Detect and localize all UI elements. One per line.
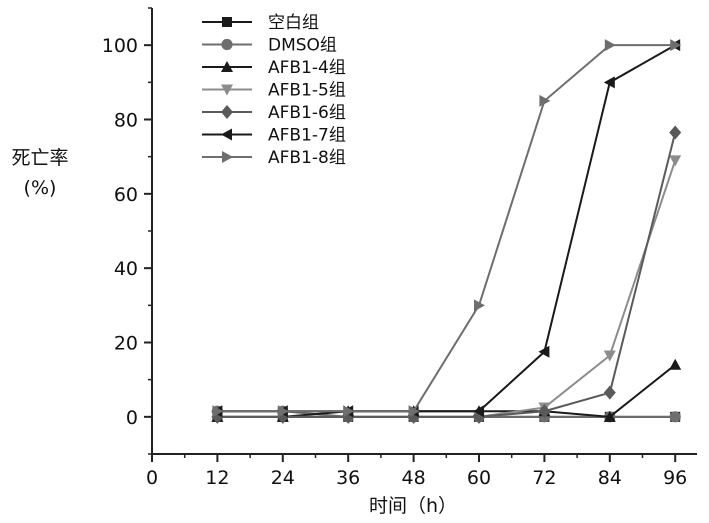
y-axis-title-line1: 死亡率: [11, 147, 68, 169]
legend-marker: [221, 129, 232, 141]
legend-marker: [222, 17, 232, 27]
series-5: [211, 126, 681, 424]
x-tick-label: 36: [336, 467, 360, 489]
legend-label: AFB1-5组: [268, 81, 346, 101]
data-point: [670, 411, 681, 422]
series-line: [217, 133, 675, 417]
legend-marker: [221, 105, 233, 119]
data-point: [604, 386, 616, 400]
legend-item: DMSO组: [202, 36, 337, 56]
data-point: [669, 155, 681, 166]
mortality-line-chart: 02040608010001224364860728496 空白组DMSO组AF…: [0, 0, 709, 523]
legend-item: AFB1-4组: [202, 58, 346, 78]
legend-item: 空白组: [202, 13, 319, 33]
legend-item: AFB1-7组: [202, 126, 346, 146]
x-tick-label: 0: [146, 467, 158, 489]
data-point: [669, 359, 681, 370]
x-tick-label: 96: [663, 467, 687, 489]
x-tick-label: 72: [532, 467, 556, 489]
legend-label: DMSO组: [268, 36, 337, 56]
x-tick-label: 84: [598, 467, 622, 489]
x-axis-title: 时间（h）: [369, 495, 457, 517]
legend-label: AFB1-6组: [268, 103, 346, 123]
y-tick-label: 100: [102, 35, 138, 57]
legend-label: AFB1-7组: [268, 126, 346, 146]
legend-label: AFB1-8组: [268, 148, 346, 168]
series-line: [217, 160, 675, 416]
x-tick-label: 24: [271, 467, 295, 489]
x-tick-label: 12: [205, 467, 229, 489]
y-tick-label: 40: [114, 258, 138, 280]
y-tick-label: 20: [114, 333, 138, 355]
legend-item: AFB1-6组: [202, 103, 346, 123]
legend-label: 空白组: [268, 13, 319, 33]
series-4: [211, 155, 681, 422]
legend-item: AFB1-8组: [202, 148, 346, 168]
x-tick-label: 48: [402, 467, 426, 489]
y-tick-label: 0: [126, 407, 138, 429]
data-point: [669, 126, 681, 140]
x-tick-label: 60: [467, 467, 491, 489]
legend-label: AFB1-4组: [268, 58, 346, 78]
legend: 空白组 DMSO组AFB1-4组 AFB1-5组AFB1-6组 AFB1-7组AFB1…: [202, 13, 346, 168]
data-point: [605, 39, 616, 51]
y-axis-title-line2: (%): [24, 177, 57, 199]
y-tick-label: 80: [114, 110, 138, 132]
legend-marker: [221, 39, 232, 50]
y-tick-label: 60: [114, 184, 138, 206]
legend-marker: [222, 151, 233, 163]
legend-item: AFB1-5组: [202, 81, 346, 101]
